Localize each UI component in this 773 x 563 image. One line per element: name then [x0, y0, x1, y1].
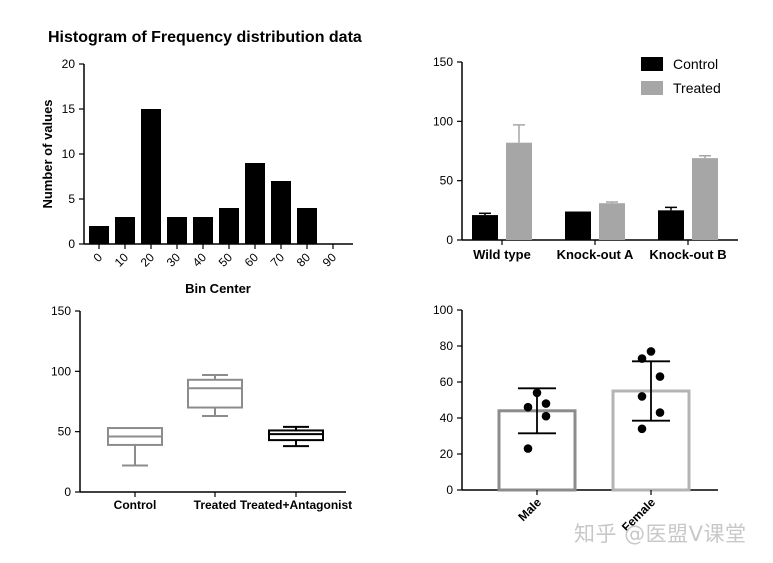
- histogram-x-tick-label: 40: [190, 250, 210, 270]
- scatter-x-tick-label: Male: [515, 495, 544, 524]
- histogram-bar: [89, 226, 109, 244]
- histogram-bar: [245, 163, 265, 244]
- box-x-tick-label: Control: [114, 498, 157, 512]
- histogram-panel: Histogram of Frequency distribution data…: [40, 29, 362, 296]
- grouped-bar-control: [472, 215, 498, 240]
- histogram-x-label: Bin Center: [185, 281, 251, 296]
- scatter-y-tick-label: 60: [440, 375, 454, 389]
- scatter-y-tick-label: 40: [440, 411, 454, 425]
- histogram-bar: [219, 208, 239, 244]
- histogram-x-tick-label: 60: [242, 250, 262, 270]
- scatter-y-tick-label: 80: [440, 339, 454, 353]
- histogram-x-tick-label: 80: [294, 250, 314, 270]
- grouped-bar-control: [565, 211, 591, 240]
- scatter-y-tick-label: 100: [433, 303, 453, 317]
- histogram-title: Histogram of Frequency distribution data: [48, 29, 362, 46]
- legend-control-swatch: [641, 57, 663, 71]
- scatter-y-tick-label: 20: [440, 447, 454, 461]
- box-y-tick-label: 0: [64, 485, 71, 499]
- histogram-bar: [193, 217, 213, 244]
- box-x-tick-label: Treated: [194, 498, 237, 512]
- histogram-x-tick-label: 10: [112, 250, 132, 270]
- histogram-x-tick-label: 90: [320, 250, 340, 270]
- histogram-bar: [271, 181, 291, 244]
- histogram-x-tick-label: 0: [90, 250, 105, 265]
- histogram-y-tick-label: 5: [68, 192, 75, 206]
- histogram-bar: [115, 217, 135, 244]
- box-body: [268, 429, 324, 442]
- grouped-bar-panel: 0 50 100 150 Wild type Knock-out A Knock-out …: [433, 55, 738, 262]
- grouped-bar-control: [658, 210, 684, 240]
- histogram-x-tick-label: 70: [268, 250, 288, 270]
- grouped-y-tick-label: 0: [446, 233, 453, 247]
- scatter-point: [655, 372, 665, 381]
- scatter-point: [523, 444, 533, 453]
- box-plot-panel: 0 50 100 150 Control Treated Treated+Antagoni…: [51, 304, 352, 512]
- scatter-point: [532, 388, 542, 398]
- grouped-y-tick-label: 100: [433, 114, 453, 128]
- histogram-bar: [141, 109, 161, 244]
- histogram-y-tick-label: 20: [62, 57, 76, 71]
- scatter-point: [655, 408, 665, 417]
- grouped-y-tick-label: 150: [433, 55, 453, 69]
- grouped-y-tick-label: 50: [440, 174, 454, 188]
- grouped-bar-treated: [599, 203, 625, 240]
- histogram-y-tick-label: 10: [62, 147, 76, 161]
- histogram-x-tick-label: 50: [216, 250, 236, 270]
- scatter-y-tick-label: 0: [446, 483, 453, 497]
- scatter-point: [637, 354, 647, 363]
- histogram-y-tick-label: 0: [68, 237, 75, 251]
- histogram-y-tick-label: 15: [62, 102, 76, 116]
- histogram-y-label: Number of values: [40, 99, 55, 208]
- grouped-x-tick-label: Knock-out A: [557, 247, 634, 262]
- histogram-x-tick-label: 20: [138, 250, 158, 270]
- scatter-point: [637, 424, 647, 434]
- grouped-bar-treated: [506, 142, 532, 240]
- histogram-x-tick-label: 30: [164, 250, 184, 270]
- histogram-bar: [167, 217, 187, 244]
- legend-treated-swatch: [641, 81, 663, 95]
- box-y-tick-label: 50: [58, 425, 72, 439]
- box-y-tick-label: 150: [51, 304, 71, 318]
- scatter-point: [523, 402, 533, 412]
- grouped-bar-treated: [692, 158, 718, 240]
- box-x-tick-label: Treated+Antagonist: [240, 498, 352, 512]
- legend-treated-label: Treated: [673, 80, 721, 96]
- scatter-point: [637, 392, 647, 401]
- scatter-point: [646, 347, 656, 356]
- box-y-tick-label: 100: [51, 364, 71, 378]
- scatter-point: [541, 399, 551, 408]
- legend-control-label: Control: [673, 56, 718, 72]
- grouped-x-tick-label: Wild type: [473, 247, 531, 262]
- scatter-point: [541, 411, 551, 421]
- grouped-x-tick-label: Knock-out B: [649, 247, 726, 262]
- box-body: [187, 378, 243, 409]
- watermark-text: 知乎 @医盟V课堂: [574, 522, 747, 546]
- histogram-bar: [297, 208, 317, 244]
